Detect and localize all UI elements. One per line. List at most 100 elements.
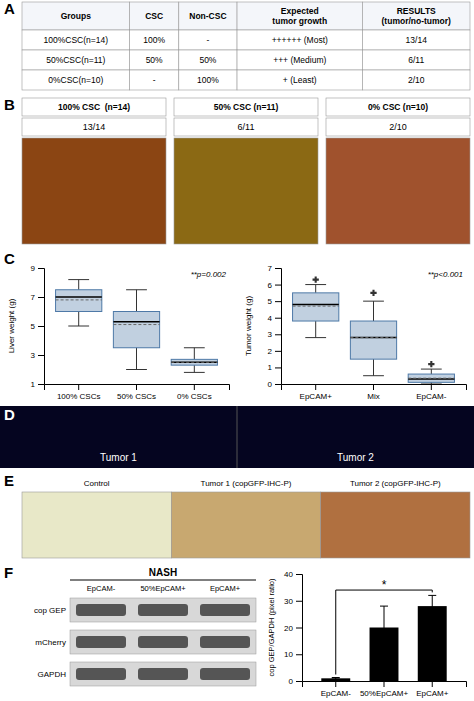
overline <box>70 580 256 581</box>
result-box <box>22 118 166 136</box>
tick: 100% CSCs <box>57 384 101 401</box>
tick: 50%EpCAM+ <box>360 681 409 698</box>
tick-label: 7 <box>268 264 273 273</box>
whisker <box>78 312 79 327</box>
tick: 3 <box>268 330 281 339</box>
tick-mark <box>275 384 281 385</box>
tick: 5 <box>31 322 44 331</box>
plot-marks <box>321 590 446 681</box>
image-label: Tumor 2 (copGFP-IHC-P) <box>350 479 441 488</box>
table-cell-text: 100% <box>197 75 219 85</box>
error-cap <box>380 648 388 649</box>
image-placeholder <box>326 138 470 244</box>
blot-band <box>76 604 126 616</box>
lane-label: EpCAM+ <box>210 584 241 593</box>
tick: 2 <box>268 347 281 356</box>
image-label: Tumor 1 <box>100 452 137 463</box>
column-label: 100% CSC (n=14) <box>58 102 130 112</box>
table-header: Expectedtumor growth <box>272 6 327 26</box>
blot-strip <box>70 630 256 654</box>
tick: 7 <box>31 293 44 302</box>
result-label: 13/14 <box>83 122 106 132</box>
tick: EpCAM+ <box>300 384 333 401</box>
table-cell <box>362 50 470 70</box>
tick-mark <box>296 628 302 629</box>
x-axis: EpCAM+MixEpCAM- <box>282 384 467 401</box>
table-cell <box>237 2 362 30</box>
figure: AGroupsCSCNon-CSCExpectedtumor growthRES… <box>0 0 474 701</box>
error-line <box>432 595 433 616</box>
lane-label: 50%EpCAM+ <box>140 584 186 593</box>
tick: 7 <box>268 264 281 273</box>
tick-label: 2 <box>268 347 273 356</box>
tick-label: 7 <box>31 293 36 302</box>
tick-mark <box>38 355 44 356</box>
table-header: Non-CSC <box>189 11 226 21</box>
error-cap <box>428 595 436 596</box>
tick: 20 <box>284 624 302 633</box>
whisker <box>136 290 137 312</box>
tick-mark <box>275 318 281 319</box>
median <box>350 337 396 339</box>
tick-mark <box>275 351 281 352</box>
error-cap <box>380 606 388 607</box>
tick-label: EpCAM+ <box>416 689 449 698</box>
whisker <box>315 285 316 293</box>
column-label: 50% CSC (n=11) <box>214 102 279 112</box>
blot-strip <box>70 598 256 622</box>
tick: 4 <box>268 314 281 323</box>
median <box>56 296 102 298</box>
panel-letter: F <box>4 564 13 581</box>
blot-strip <box>70 662 256 686</box>
result-label: 2/10 <box>389 122 407 132</box>
table-header: RESULTS(tumor/no-tumor) <box>382 6 452 26</box>
whisker <box>373 301 374 321</box>
tick-label: 6 <box>268 281 273 290</box>
tick-mark <box>296 654 302 655</box>
tick: 30 <box>284 597 302 606</box>
error-bar <box>332 678 340 680</box>
table-cell <box>130 2 179 30</box>
table-cell <box>179 70 237 90</box>
box <box>113 312 159 348</box>
tick-label: 1 <box>31 380 36 389</box>
result-label: 6/11 <box>238 122 255 132</box>
axis-line <box>296 575 303 682</box>
table-cell-text: 50%CSC(n=11) <box>46 55 105 65</box>
tick: 1 <box>31 380 44 389</box>
median <box>293 304 339 306</box>
flier <box>313 276 319 282</box>
blot-band <box>138 668 188 680</box>
whisker-cap <box>363 375 384 376</box>
table-cell <box>22 2 130 30</box>
mean <box>171 362 217 363</box>
annotation: **p=0.002 <box>191 270 227 279</box>
whisker-cap <box>184 372 205 373</box>
tick-mark <box>38 268 44 269</box>
panel: EControlTumor 1 (copGFP-IHC-P)Tumor 2 (c… <box>4 472 470 558</box>
table-cell-text: 0%CSC(n=10) <box>48 75 103 85</box>
tick: 6 <box>268 281 281 290</box>
whisker-cap <box>68 326 89 327</box>
image-placeholder <box>321 492 470 558</box>
lane-label: EpCAM- <box>87 584 116 593</box>
y-axis-title: Liver weight (g) <box>7 298 16 353</box>
table-header: Groups <box>61 11 91 21</box>
tick-mark <box>431 384 432 390</box>
whisker <box>194 348 195 360</box>
tick: Mix <box>367 384 379 401</box>
table-cell <box>179 30 237 50</box>
tick: 0% CSCs <box>177 384 212 401</box>
image-placeholder <box>174 138 318 244</box>
table-cell-text: + (Least) <box>283 75 317 85</box>
panel: *EpCAM-50%EpCAM+EpCAM+010203040cop GEP/G… <box>267 570 467 698</box>
table-cell-text: 100%CSC(n=14) <box>44 35 109 45</box>
mean <box>408 378 454 379</box>
tick-mark <box>384 681 385 687</box>
tick-label: EpCAM- <box>321 689 352 698</box>
table-cell-text: ++++++ (Most) <box>272 35 328 45</box>
blot-band <box>200 604 250 616</box>
y-axis: 010203040 <box>284 570 302 686</box>
axis-line <box>303 682 467 688</box>
panel: EpCAM+MixEpCAM-01234567Tumor weight (g)*… <box>244 264 467 401</box>
